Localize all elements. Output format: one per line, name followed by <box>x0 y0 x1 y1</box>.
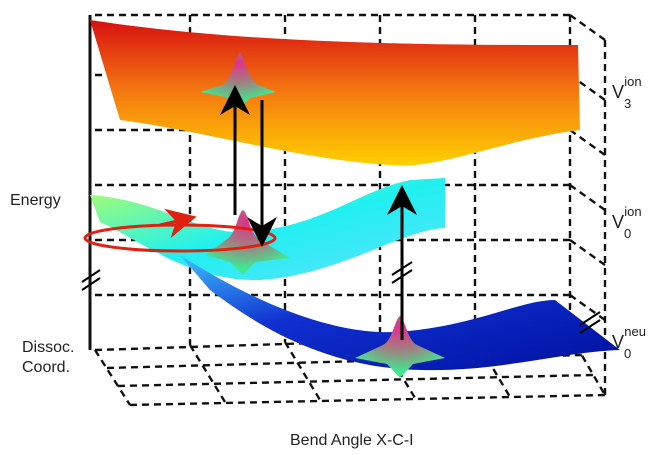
axis-label: Bend Angle X-C-I <box>290 432 414 449</box>
surface-label-sub: 0 <box>624 346 631 361</box>
surface-label-sup: neu <box>624 324 646 339</box>
axis-label: Dissoc. <box>22 339 74 356</box>
energy-label: Energy <box>10 192 61 209</box>
surface-v0-ion <box>90 178 445 280</box>
surface-label-sup: ion <box>624 204 641 219</box>
surface-label-sup: ion <box>624 74 641 89</box>
surface-label: V0 neu <box>612 324 646 361</box>
surface-v3-ion <box>90 20 580 166</box>
surface-label-base: V <box>612 82 624 102</box>
page: Energy Dissoc. Coord. Bend Angle X-C-I V… <box>0 0 651 455</box>
diagram: Energy Dissoc. Coord. Bend Angle X-C-I V… <box>0 0 651 455</box>
surface-label: V3 ion <box>612 74 642 111</box>
surface-label-base: V <box>612 332 624 352</box>
surface-label-sub: 3 <box>624 96 631 111</box>
surface-label: V0 ion <box>612 204 642 241</box>
axis-label: Coord. <box>22 359 70 376</box>
surface-label-sub: 0 <box>624 226 631 241</box>
surface-label-base: V <box>612 212 624 232</box>
